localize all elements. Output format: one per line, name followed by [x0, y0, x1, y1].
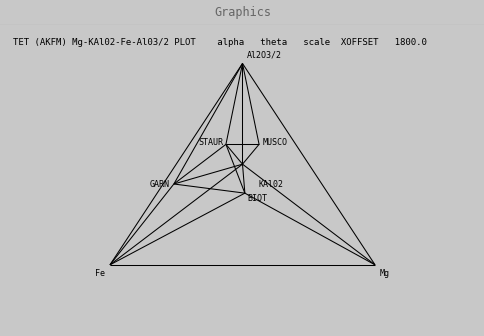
Text: Mg: Mg — [379, 269, 389, 279]
Text: BIOT: BIOT — [247, 194, 267, 203]
Text: STAUR: STAUR — [198, 138, 223, 147]
Text: MUSCO: MUSCO — [262, 138, 287, 147]
Text: GARN: GARN — [150, 179, 170, 188]
Text: KAl02: KAl02 — [257, 179, 283, 188]
Text: Al2O3/2: Al2O3/2 — [247, 51, 282, 60]
Text: Graphics: Graphics — [213, 6, 271, 19]
Text: TET (AKFM) Mg-KAl02-Fe-Al03/2 PLOT    alpha   theta   scale  XOFFSET   1800.0: TET (AKFM) Mg-KAl02-Fe-Al03/2 PLOT alpha… — [13, 38, 426, 47]
Text: Fe: Fe — [95, 269, 105, 279]
